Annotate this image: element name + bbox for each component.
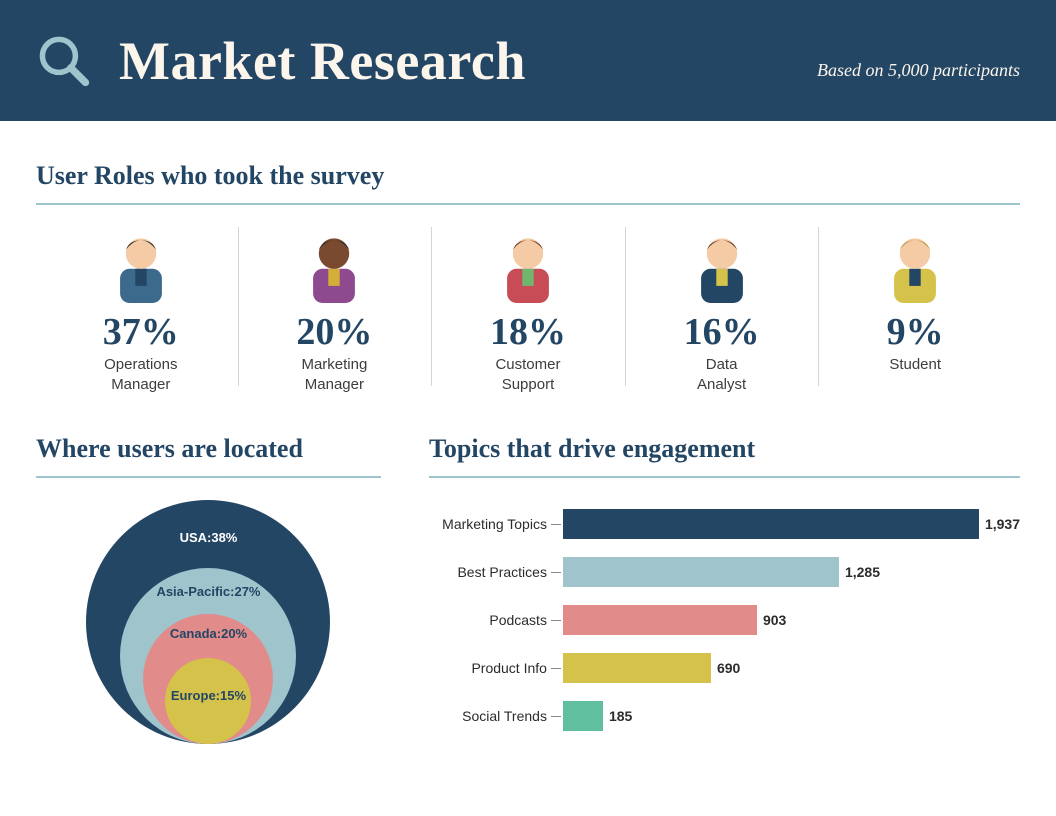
bar-label: Social Trends	[429, 708, 551, 724]
role-avatar-icon	[490, 227, 566, 303]
role-label: Student	[818, 355, 1012, 375]
bar	[563, 605, 757, 635]
location-circle-label: Canada:20%	[86, 626, 330, 641]
bar-area: 1,937	[563, 509, 1020, 539]
location-circle-label: Asia-Pacific:27%	[86, 584, 330, 599]
bar-label: Marketing Topics	[429, 516, 551, 532]
bar-tick	[551, 668, 561, 669]
bar	[563, 557, 839, 587]
role-avatar-icon	[877, 227, 953, 303]
bar-row: Marketing Topics 1,937	[429, 500, 1020, 548]
role-item: 37% Operations Manager	[44, 227, 238, 394]
bar-area: 690	[563, 653, 1020, 683]
locations-underline	[36, 476, 381, 478]
role-label: Data Analyst	[625, 355, 819, 394]
bar-tick	[551, 620, 561, 621]
locations-title: Where users are located	[36, 434, 381, 464]
role-avatar-icon	[103, 227, 179, 303]
bar-tick	[551, 716, 561, 717]
role-item: 18% Customer Support	[431, 227, 625, 394]
bar-area: 903	[563, 605, 1020, 635]
roles-row: 37% Operations Manager 20% Marketing Man…	[36, 227, 1020, 394]
role-item: 9% Student	[818, 227, 1012, 394]
search-icon	[36, 33, 91, 88]
bar-label: Product Info	[429, 660, 551, 676]
roles-section: User Roles who took the survey 37% Opera…	[0, 121, 1056, 394]
role-avatar-icon	[684, 227, 760, 303]
role-avatar-icon	[296, 227, 372, 303]
bottom-row: Where users are located USA:38% Asia-Paci…	[0, 394, 1056, 744]
role-percent: 18%	[431, 313, 625, 351]
role-item: 20% Marketing Manager	[238, 227, 432, 394]
bar	[563, 701, 603, 731]
bar-area: 1,285	[563, 557, 1020, 587]
bar-value: 690	[717, 660, 740, 676]
bar-row: Product Info 690	[429, 644, 1020, 692]
bar-value: 903	[763, 612, 786, 628]
engagement-title: Topics that drive engagement	[429, 434, 1020, 464]
bar-tick	[551, 524, 561, 525]
locations-section: Where users are located USA:38% Asia-Paci…	[36, 434, 381, 744]
nested-circle-chart: USA:38% Asia-Pacific:27% Canada:20% Europe:…	[86, 500, 330, 744]
bar-row: Social Trends 185	[429, 692, 1020, 740]
page-title: Market Research	[119, 30, 526, 92]
location-circle-label: USA:38%	[86, 530, 330, 545]
header: Market Research Based on 5,000 participa…	[0, 0, 1056, 121]
bar-tick	[551, 572, 561, 573]
bar	[563, 509, 979, 539]
engagement-bar-chart: Marketing Topics 1,937 Best Practices 1,…	[429, 500, 1020, 740]
location-circle-label: Europe:15%	[86, 688, 330, 703]
bar-value: 1,937	[985, 516, 1020, 532]
role-percent: 9%	[818, 313, 1012, 351]
role-item: 16% Data Analyst	[625, 227, 819, 394]
engagement-section: Topics that drive engagement Marketing T…	[429, 434, 1020, 744]
bar	[563, 653, 711, 683]
bar-area: 185	[563, 701, 1020, 731]
roles-underline	[36, 203, 1020, 205]
bar-row: Podcasts 903	[429, 596, 1020, 644]
bar-label: Podcasts	[429, 612, 551, 628]
role-percent: 37%	[44, 313, 238, 351]
role-label: Operations Manager	[44, 355, 238, 394]
bar-label: Best Practices	[429, 564, 551, 580]
role-percent: 16%	[625, 313, 819, 351]
bar-row: Best Practices 1,285	[429, 548, 1020, 596]
roles-title: User Roles who took the survey	[36, 161, 1020, 191]
role-label: Marketing Manager	[238, 355, 432, 394]
engagement-underline	[429, 476, 1020, 478]
page-subtitle: Based on 5,000 participants	[817, 60, 1020, 81]
role-label: Customer Support	[431, 355, 625, 394]
bar-value: 1,285	[845, 564, 880, 580]
bar-value: 185	[609, 708, 632, 724]
role-percent: 20%	[238, 313, 432, 351]
